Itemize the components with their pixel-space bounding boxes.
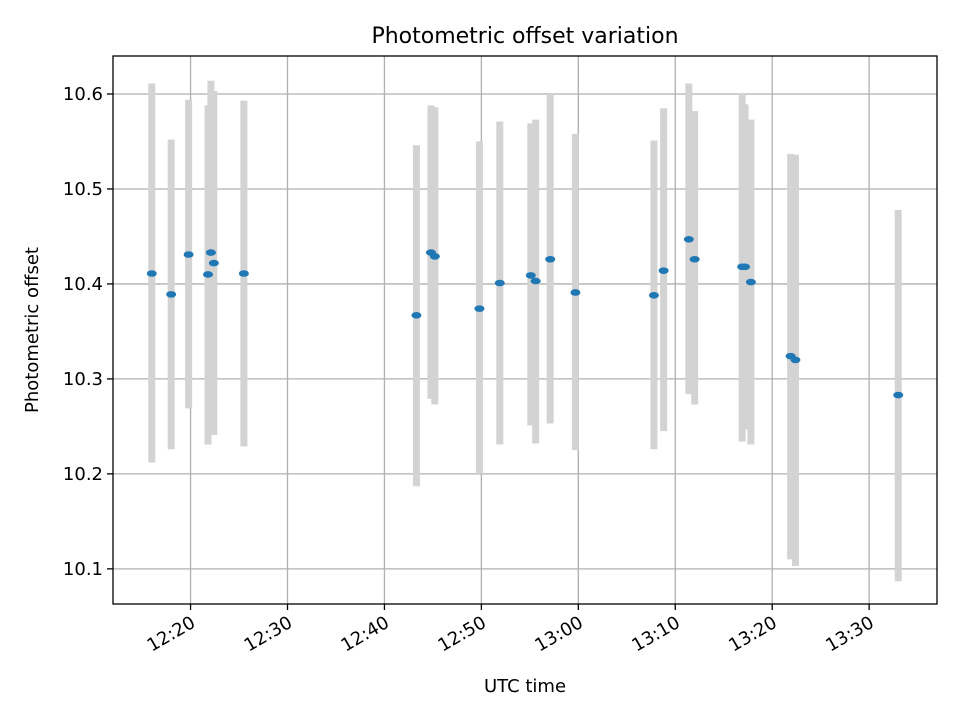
data-point <box>689 255 700 263</box>
data-point <box>570 289 581 296</box>
y-tick-label: 10.2 <box>63 464 103 485</box>
data-point <box>658 267 669 274</box>
y-tick-label: 10.4 <box>63 274 103 295</box>
y-tick-label: 10.3 <box>63 369 103 390</box>
x-axis-label: UTC time <box>484 676 566 697</box>
y-tick-label: 10.5 <box>63 179 103 200</box>
data-point <box>683 235 694 243</box>
data-point <box>648 292 659 299</box>
data-point <box>530 277 541 285</box>
data-point <box>203 271 214 278</box>
data-point <box>146 270 157 277</box>
data-point <box>474 305 485 312</box>
data-point <box>411 311 422 319</box>
data-point <box>790 356 801 364</box>
data-points <box>146 235 904 399</box>
y-axis-label: Photometric offset <box>22 247 43 413</box>
chart-title: Photometric offset variation <box>371 24 678 49</box>
data-point <box>183 251 194 258</box>
data-point <box>429 253 440 260</box>
plot-frame <box>112 55 938 605</box>
data-point <box>208 259 219 267</box>
y-tick-label: 10.6 <box>63 84 103 105</box>
grid <box>113 56 937 604</box>
data-point <box>238 270 249 277</box>
data-point <box>166 291 177 298</box>
data-point <box>745 278 756 286</box>
data-point <box>494 279 505 287</box>
data-point <box>893 391 904 399</box>
data-point <box>545 255 556 263</box>
data-point <box>525 272 536 279</box>
y-tick-label: 10.1 <box>63 559 103 580</box>
data-point <box>205 249 216 256</box>
data-point <box>740 263 751 271</box>
